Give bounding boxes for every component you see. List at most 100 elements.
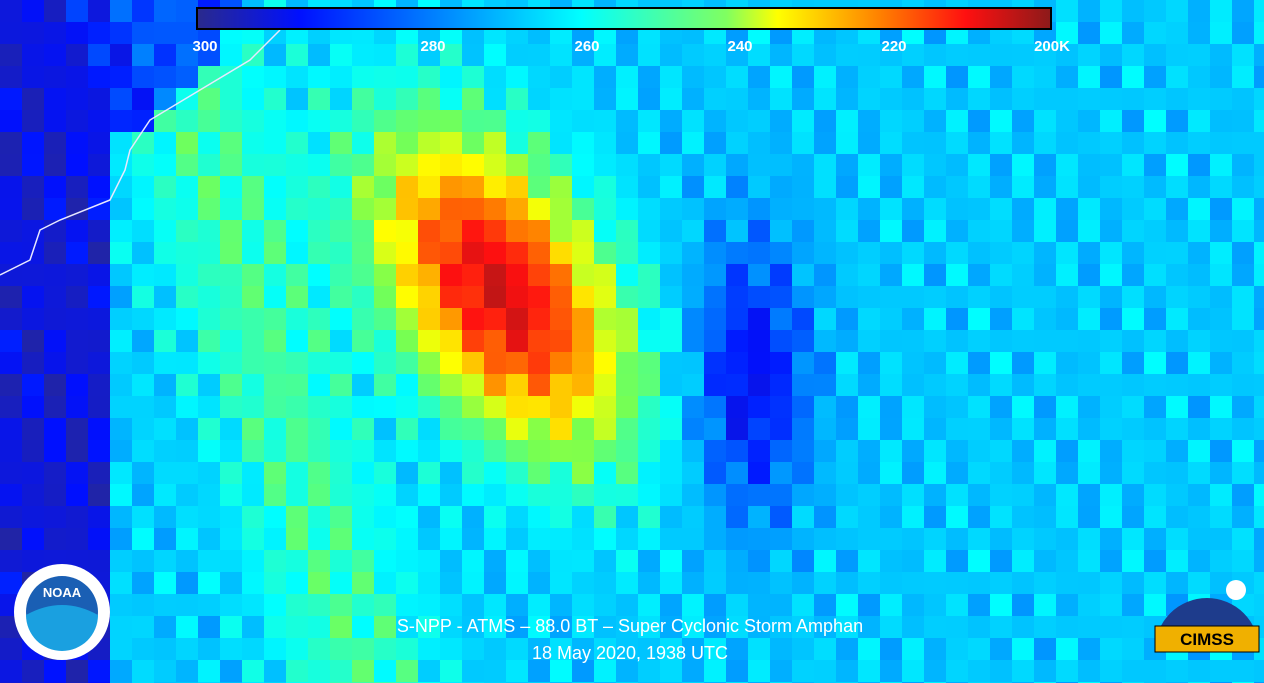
pixel — [836, 484, 858, 506]
pixel — [176, 396, 198, 418]
pixel — [572, 154, 594, 176]
pixel — [528, 660, 550, 682]
pixel — [946, 110, 968, 132]
pixel — [1144, 594, 1166, 616]
pixel — [264, 616, 286, 638]
pixel — [1012, 528, 1034, 550]
pixel — [704, 330, 726, 352]
pixel — [616, 594, 638, 616]
pixel — [1034, 528, 1056, 550]
pixel — [1232, 132, 1254, 154]
pixel — [374, 132, 396, 154]
pixel — [1232, 0, 1254, 22]
pixel — [88, 220, 110, 242]
pixel — [924, 88, 946, 110]
pixel — [968, 550, 990, 572]
pixel — [990, 88, 1012, 110]
pixel — [1056, 462, 1078, 484]
pixel — [242, 572, 264, 594]
pixel — [1144, 440, 1166, 462]
pixel — [1188, 22, 1210, 44]
pixel — [1232, 352, 1254, 374]
pixel — [572, 352, 594, 374]
pixel — [0, 396, 22, 418]
pixel — [792, 220, 814, 242]
pixel — [770, 264, 792, 286]
pixel — [902, 330, 924, 352]
pixel — [660, 440, 682, 462]
pixel — [308, 374, 330, 396]
pixel — [88, 308, 110, 330]
pixel — [110, 594, 132, 616]
pixel — [264, 330, 286, 352]
pixel — [550, 594, 572, 616]
pixel — [396, 660, 418, 682]
pixel — [88, 154, 110, 176]
pixel — [308, 660, 330, 682]
pixel — [528, 330, 550, 352]
pixel — [242, 396, 264, 418]
pixel — [1078, 396, 1100, 418]
pixel — [792, 176, 814, 198]
pixel — [1188, 132, 1210, 154]
pixel — [1166, 440, 1188, 462]
pixel — [770, 462, 792, 484]
pixel — [374, 506, 396, 528]
pixel — [550, 176, 572, 198]
pixel — [858, 594, 880, 616]
pixel — [1166, 462, 1188, 484]
pixel — [44, 44, 66, 66]
pixel — [418, 352, 440, 374]
pixel — [308, 418, 330, 440]
pixel — [1232, 110, 1254, 132]
pixel — [1144, 330, 1166, 352]
pixel — [22, 660, 44, 682]
pixel — [990, 154, 1012, 176]
pixel — [352, 418, 374, 440]
pixel — [748, 440, 770, 462]
pixel — [836, 638, 858, 660]
pixel — [1232, 374, 1254, 396]
pixel — [726, 132, 748, 154]
pixel — [352, 572, 374, 594]
pixel — [704, 374, 726, 396]
pixel — [1188, 660, 1210, 682]
pixel — [858, 220, 880, 242]
pixel — [374, 550, 396, 572]
pixel — [440, 264, 462, 286]
pixel — [132, 286, 154, 308]
pixel — [638, 528, 660, 550]
pixel — [528, 374, 550, 396]
pixel — [154, 418, 176, 440]
pixel — [242, 594, 264, 616]
pixel — [946, 528, 968, 550]
pixel — [264, 286, 286, 308]
pixel — [154, 264, 176, 286]
pixel — [0, 44, 22, 66]
pixel — [726, 176, 748, 198]
pixel — [550, 330, 572, 352]
pixel — [990, 418, 1012, 440]
pixel — [176, 0, 198, 22]
pixel — [682, 594, 704, 616]
pixel — [682, 308, 704, 330]
pixel — [352, 176, 374, 198]
pixel — [1122, 22, 1144, 44]
pixel — [1122, 594, 1144, 616]
pixel — [594, 220, 616, 242]
pixel — [968, 374, 990, 396]
pixel — [528, 198, 550, 220]
pixel — [132, 44, 154, 66]
pixel — [726, 198, 748, 220]
pixel — [198, 374, 220, 396]
pixel — [616, 352, 638, 374]
pixel — [242, 44, 264, 66]
pixel — [528, 462, 550, 484]
pixel — [880, 308, 902, 330]
pixel — [1034, 374, 1056, 396]
pixel — [748, 286, 770, 308]
pixel — [396, 132, 418, 154]
pixel — [374, 88, 396, 110]
